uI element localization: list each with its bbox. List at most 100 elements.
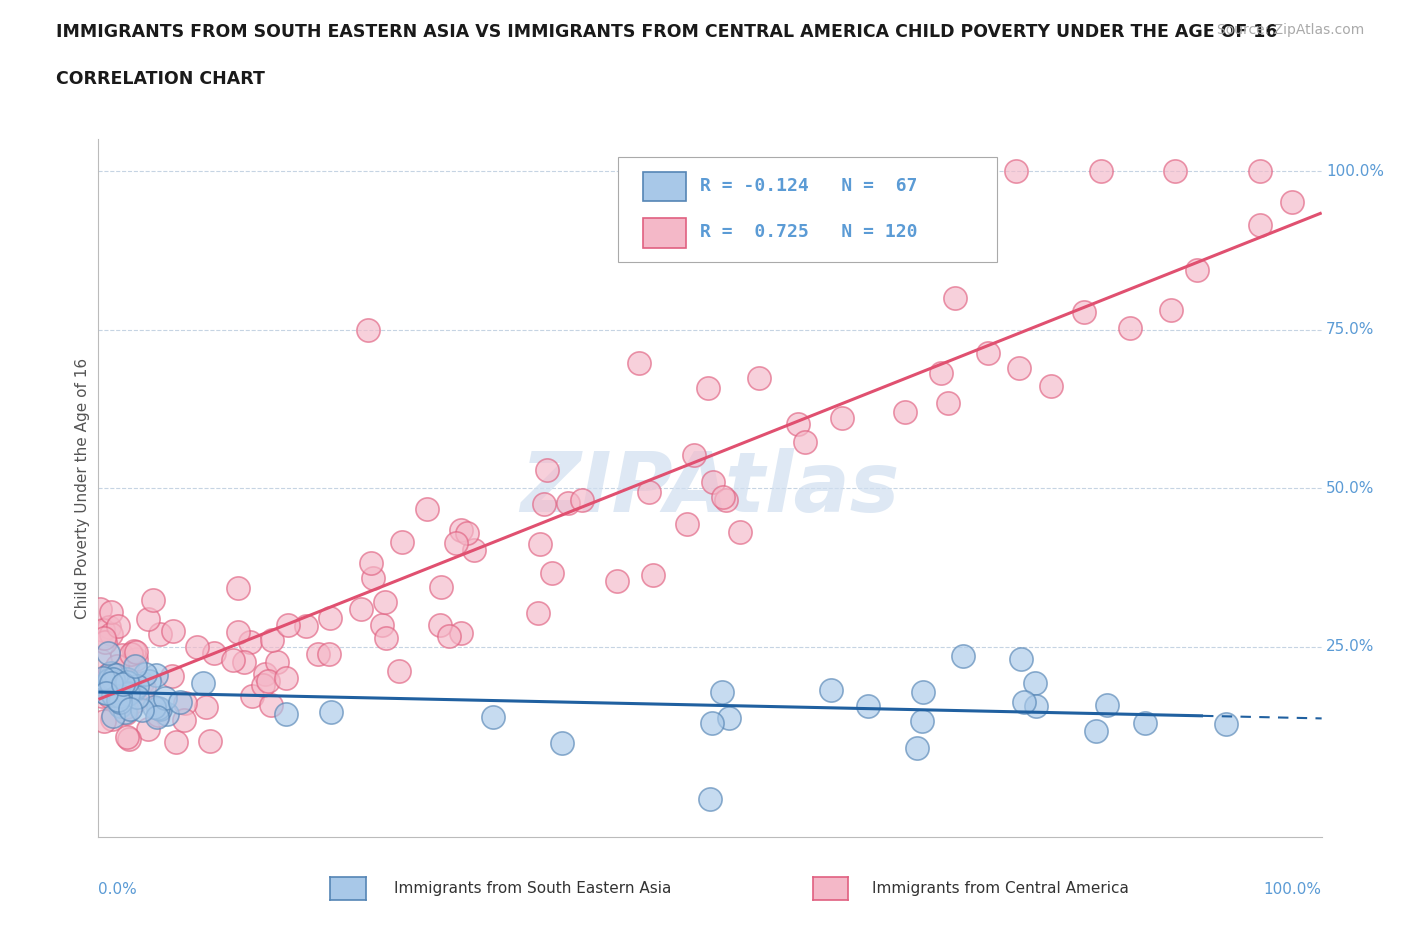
Point xyxy=(131,702,153,717)
Point xyxy=(262,633,284,648)
Point xyxy=(114,705,136,720)
Point xyxy=(1185,262,1208,277)
Point xyxy=(641,567,664,582)
Point xyxy=(1118,320,1140,335)
Point xyxy=(111,670,134,684)
Point xyxy=(350,601,373,616)
Point xyxy=(1215,717,1237,732)
Point xyxy=(1164,164,1187,179)
Point xyxy=(361,571,384,586)
Point xyxy=(103,667,125,682)
Point xyxy=(318,647,340,662)
Point xyxy=(252,677,274,692)
Point xyxy=(107,692,129,707)
Point xyxy=(202,645,225,660)
Point xyxy=(1008,361,1031,376)
Point xyxy=(198,734,221,749)
Point xyxy=(122,644,145,658)
Point xyxy=(91,671,114,685)
Point xyxy=(242,689,264,704)
Point xyxy=(98,688,121,703)
Bar xyxy=(643,219,686,247)
Point xyxy=(1160,302,1182,317)
Point xyxy=(233,655,256,670)
Point xyxy=(105,680,128,695)
Point xyxy=(97,645,120,660)
Point xyxy=(117,685,139,700)
Point xyxy=(105,674,128,689)
Point xyxy=(165,735,187,750)
Point xyxy=(430,580,453,595)
Text: 50.0%: 50.0% xyxy=(1326,481,1374,496)
Point xyxy=(89,652,111,667)
Text: 25.0%: 25.0% xyxy=(1326,639,1374,655)
Point xyxy=(100,711,122,726)
Point xyxy=(146,710,169,724)
Point xyxy=(936,395,959,410)
Point xyxy=(1024,675,1046,690)
Point xyxy=(571,493,593,508)
Point xyxy=(627,356,650,371)
Point xyxy=(108,671,131,685)
Point xyxy=(439,629,461,644)
Point xyxy=(108,689,131,704)
Point xyxy=(146,708,169,723)
Point xyxy=(1004,164,1026,179)
Point xyxy=(1249,164,1271,179)
Point xyxy=(93,684,115,699)
Point xyxy=(482,710,505,724)
Text: Immigrants from South Eastern Asia: Immigrants from South Eastern Asia xyxy=(394,881,671,896)
Point xyxy=(120,646,142,661)
Point xyxy=(456,525,478,540)
Point xyxy=(97,619,120,634)
Point xyxy=(374,594,396,609)
Point xyxy=(1281,194,1303,209)
Point xyxy=(606,573,628,588)
Text: R =  0.725   N = 120: R = 0.725 N = 120 xyxy=(700,223,918,241)
Point xyxy=(145,668,167,683)
Point xyxy=(134,667,156,682)
Text: 100.0%: 100.0% xyxy=(1264,883,1322,897)
Text: CORRELATION CHART: CORRELATION CHART xyxy=(56,70,266,87)
Point xyxy=(1249,218,1271,232)
Point xyxy=(222,653,245,668)
Point xyxy=(637,485,659,499)
Point xyxy=(136,722,159,737)
Point xyxy=(929,365,952,380)
Point xyxy=(118,732,141,747)
Point xyxy=(125,689,148,704)
Point xyxy=(787,417,810,432)
Text: ZIPAtlas: ZIPAtlas xyxy=(520,447,900,529)
Point xyxy=(1085,724,1108,738)
Point xyxy=(444,536,467,551)
FancyBboxPatch shape xyxy=(619,157,997,261)
Point xyxy=(115,729,138,744)
Point xyxy=(117,686,139,701)
Point xyxy=(536,462,558,477)
Point xyxy=(429,618,451,632)
Point xyxy=(105,677,128,692)
Text: IMMIGRANTS FROM SOUTH EASTERN ASIA VS IMMIGRANTS FROM CENTRAL AMERICA CHILD POVE: IMMIGRANTS FROM SOUTH EASTERN ASIA VS IM… xyxy=(56,23,1278,41)
Point xyxy=(105,684,128,699)
Point xyxy=(716,492,738,507)
Point xyxy=(115,658,138,672)
Point xyxy=(90,689,112,704)
Point xyxy=(831,410,853,425)
Point xyxy=(228,580,250,595)
Point xyxy=(700,716,723,731)
Point xyxy=(416,502,439,517)
Point xyxy=(98,667,121,682)
Point xyxy=(260,698,283,712)
Point xyxy=(100,675,122,690)
Point xyxy=(115,699,138,714)
Point xyxy=(191,675,214,690)
Point xyxy=(124,652,146,667)
Point xyxy=(143,699,166,714)
Point xyxy=(1133,715,1156,730)
Text: Immigrants from Central America: Immigrants from Central America xyxy=(872,881,1129,896)
Point xyxy=(1040,379,1063,393)
Point xyxy=(371,618,394,632)
Point xyxy=(718,711,741,725)
Point xyxy=(94,685,117,700)
Point xyxy=(683,447,706,462)
